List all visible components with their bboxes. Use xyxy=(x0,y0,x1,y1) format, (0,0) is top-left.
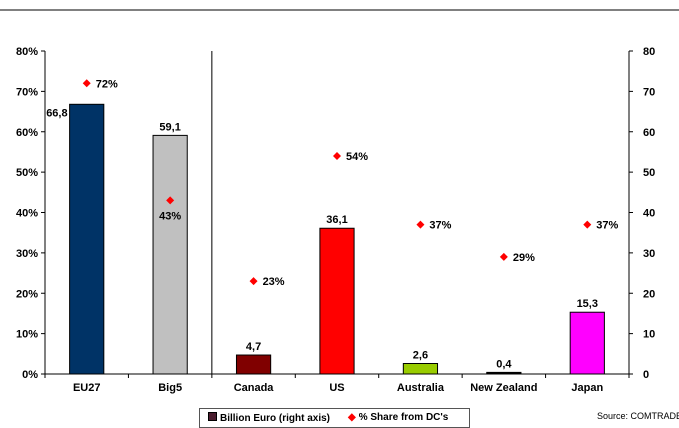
share-point-big5 xyxy=(166,196,175,205)
share-point-new-zealand xyxy=(499,252,508,261)
right-tick-label: 80 xyxy=(643,46,655,58)
legend-item-points: ◆% Share from DC's xyxy=(348,412,448,423)
bar-canada xyxy=(235,354,272,375)
bar-value-label: 0,4 xyxy=(496,358,512,370)
legend: Billion Euro (right axis) ◆% Share from … xyxy=(199,408,470,428)
share-value-label: 43% xyxy=(159,210,181,222)
left-tick-label: 60% xyxy=(16,127,38,139)
right-tick-label: 0 xyxy=(643,369,649,381)
share-value-label: 37% xyxy=(429,220,451,232)
left-tick-label: 20% xyxy=(16,288,38,300)
share-value-label: 72% xyxy=(96,78,118,90)
source-note: Source: COMTRADE xyxy=(597,411,679,421)
right-tick-label: 10 xyxy=(643,329,655,341)
category-label: Canada xyxy=(234,382,275,394)
left-tick-label: 70% xyxy=(16,86,38,98)
right-tick-label: 20 xyxy=(643,288,655,300)
share-value-label: 54% xyxy=(346,151,368,163)
left-tick-label: 10% xyxy=(16,329,38,341)
legend-bar-swatch xyxy=(208,412,217,421)
bar-big5 xyxy=(152,134,188,375)
left-tick-label: 80% xyxy=(16,46,38,58)
category-label: Australia xyxy=(397,382,445,394)
legend-diamond-icon: ◆ xyxy=(348,412,356,423)
category-label: New Zealand xyxy=(470,382,537,394)
left-tick-label: 40% xyxy=(16,208,38,220)
bar-new-zealand xyxy=(486,371,522,375)
share-value-label: 29% xyxy=(513,252,535,264)
bar-value-label: 4,7 xyxy=(246,341,261,353)
right-tick-label: 60 xyxy=(643,127,655,139)
bar-australia xyxy=(402,363,439,375)
category-label: Japan xyxy=(571,382,603,394)
share-value-label: 23% xyxy=(263,276,285,288)
share-point-australia xyxy=(416,220,425,229)
category-label: Big5 xyxy=(158,382,182,394)
bar-value-label: 59,1 xyxy=(159,121,180,133)
bar-japan xyxy=(569,311,605,375)
share-point-us xyxy=(333,151,341,160)
bar-eu27 xyxy=(69,103,105,375)
legend-point-label: % Share from DC's xyxy=(358,412,449,423)
left-tick-label: 0% xyxy=(22,369,38,381)
bar-value-label: 36,1 xyxy=(326,214,347,226)
bar-value-label: 66,8 xyxy=(46,107,67,119)
share-point-canada xyxy=(249,277,258,286)
right-tick-label: 30 xyxy=(643,248,655,260)
share-point-japan xyxy=(583,220,592,229)
share-value-label: 37% xyxy=(596,220,618,232)
category-label: EU27 xyxy=(73,382,101,394)
category-label: US xyxy=(329,382,344,394)
bar-value-label: 15,3 xyxy=(577,298,598,310)
bar-value-label: 2,6 xyxy=(413,350,428,362)
share-point-eu27 xyxy=(82,79,91,88)
right-tick-label: 50 xyxy=(643,167,655,179)
legend-item-bars: Billion Euro (right axis) xyxy=(208,412,330,424)
right-tick-label: 40 xyxy=(643,208,655,220)
left-tick-label: 30% xyxy=(16,248,38,260)
bar-us xyxy=(319,227,355,375)
legend-bar-label: Billion Euro (right axis) xyxy=(220,413,331,424)
left-tick-label: 50% xyxy=(16,167,38,179)
right-tick-label: 70 xyxy=(643,86,655,98)
